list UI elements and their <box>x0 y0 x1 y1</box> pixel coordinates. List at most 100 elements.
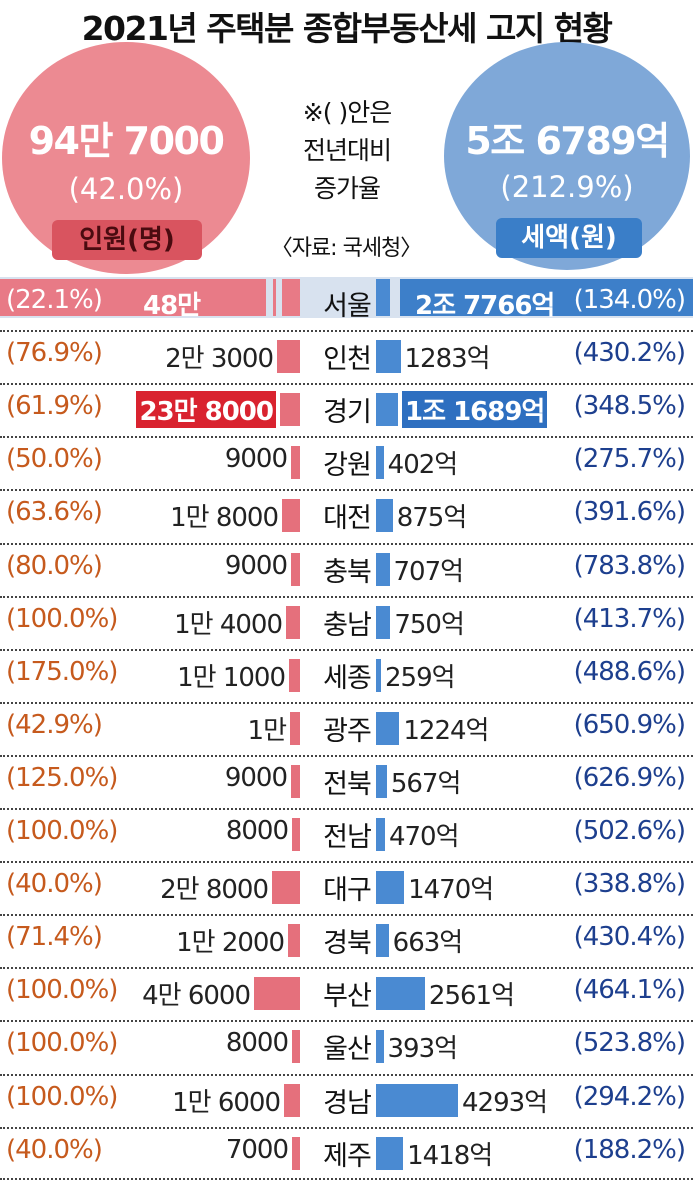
row-divider <box>0 914 693 917</box>
tax-bar <box>376 1030 384 1064</box>
persons-bar <box>291 446 300 480</box>
row-divider <box>0 542 693 545</box>
row-divider <box>0 808 693 810</box>
row-divider <box>0 436 693 439</box>
tax-rate-label: (413.7%) <box>573 603 686 634</box>
persons-value-label: 2만 3000 <box>165 344 274 375</box>
table-row: (40.0%) 대구 (338.8%) 2만 8000 1470억 <box>0 861 693 914</box>
persons-bar <box>291 764 300 798</box>
region-label: 경남 <box>323 1087 372 1119</box>
tax-rate-label: (523.8%) <box>573 1028 686 1059</box>
table-row: (100.0%) 충남 (413.7%) 1만 4000 750억 <box>0 596 693 649</box>
persons-bar <box>288 924 300 958</box>
persons-rate-label: (42.9%) <box>6 709 103 740</box>
region-label: 경기 <box>323 397 372 429</box>
row-divider <box>0 1126 693 1129</box>
table-row: (22.1%) 서울 (134.0%) 48만 2조 7766억 <box>0 277 693 330</box>
tax-value-label: 393억 <box>387 1034 459 1065</box>
tax-bar <box>376 340 401 374</box>
tax-rate-label: (650.9%) <box>573 709 686 740</box>
tax-value-label: 1조 1689억 <box>402 391 548 429</box>
tax-value-label: 875억 <box>396 503 468 534</box>
tax-bar <box>376 711 400 745</box>
tax-value-label: 2조 7766억 <box>415 291 555 321</box>
seoul-tax-bar <box>400 279 693 316</box>
row-divider <box>0 1177 693 1180</box>
table-row: (100.0%) 울산 (523.8%) 8000 393억 <box>0 1020 693 1073</box>
persons-total-rate: (42.0%) <box>68 172 184 206</box>
source-note: 〈자료: 국세청〉 <box>270 236 423 261</box>
region-label: 부산 <box>323 981 372 1013</box>
tax-bar <box>376 977 425 1011</box>
tax-value-label: 4293억 <box>462 1087 548 1118</box>
persons-value-label: 9000 <box>224 444 288 475</box>
region-label: 경북 <box>323 928 372 960</box>
persons-rate-label: (100.0%) <box>6 1028 118 1059</box>
region-label: 충북 <box>323 556 372 588</box>
persons-rate-label: (100.0%) <box>6 603 118 634</box>
row-divider <box>0 861 693 864</box>
persons-bar <box>292 1030 300 1064</box>
tax-bar <box>376 1083 458 1117</box>
persons-value-label: 7000 <box>225 1134 289 1165</box>
persons-total: 94만 7000 <box>28 119 225 163</box>
persons-value-label: 48만 <box>143 291 201 321</box>
tax-value-label: 707억 <box>393 556 465 587</box>
table-row: (42.9%) 광주 (650.9%) 1만 1224억 <box>0 702 693 755</box>
tax-rate-label: (134.0%) <box>573 285 686 315</box>
row-divider <box>0 1020 693 1023</box>
table-row: (100.0%) 부산 (464.1%) 4만 6000 2561억 <box>0 967 693 1020</box>
persons-bar <box>282 499 300 533</box>
persons-rate-label: (40.0%) <box>6 1134 103 1165</box>
persons-value-label: 23만 8000 <box>136 391 276 429</box>
tax-total: 5조 6789억 <box>465 119 670 163</box>
row-divider <box>0 967 693 970</box>
tax-rate-label: (430.4%) <box>573 922 686 953</box>
persons-value-label: 1만 4000 <box>174 609 283 640</box>
persons-bar <box>292 818 300 851</box>
persons-value-label: 1만 6000 <box>172 1087 281 1118</box>
persons-value-label: 8000 <box>225 816 289 846</box>
tax-rate-label: (275.7%) <box>573 444 686 475</box>
persons-rate-label: (76.9%) <box>6 338 103 369</box>
region-label: 서울 <box>323 291 372 322</box>
tax-bar <box>376 1136 404 1170</box>
tax-value-label: 259억 <box>385 662 456 693</box>
tax-rate-label: (464.1%) <box>573 975 686 1006</box>
row-divider <box>0 1073 693 1076</box>
seoul-tax-bar-start <box>376 279 390 316</box>
tax-value-label: 750억 <box>394 609 465 640</box>
persons-rate-label: (63.6%) <box>6 497 103 528</box>
tax-bar <box>376 658 381 692</box>
seoul-persons-bar-break <box>273 279 276 316</box>
persons-rate-label: (40.0%) <box>6 869 103 900</box>
chart-title: 2021년 주택분 종합부동산세 고지 현황 <box>81 9 613 48</box>
persons-bar <box>291 552 300 586</box>
tax-total-rate: (212.9%) <box>500 170 634 204</box>
tax-bar <box>376 818 385 851</box>
persons-bar <box>284 1083 300 1117</box>
persons-rate-label: (175.0%) <box>6 656 118 687</box>
table-row: (63.6%) 대전 (391.6%) 1만 8000 875억 <box>0 489 693 542</box>
tax-bar <box>376 446 384 480</box>
persons-value-label: 8000 <box>225 1028 289 1059</box>
persons-bar <box>254 977 300 1011</box>
tax-rate-label: (488.6%) <box>573 656 686 687</box>
tax-value-label: 2561억 <box>428 981 515 1012</box>
persons-value-label: 9000 <box>224 550 288 581</box>
tax-rate-label: (391.6%) <box>573 497 686 528</box>
persons-value-label: 2만 8000 <box>160 875 269 906</box>
table-row: (80.0%) 충북 (783.8%) 9000 707억 <box>0 543 693 596</box>
tax-rate-label: (626.9%) <box>573 762 686 793</box>
region-label: 제주 <box>323 1140 372 1172</box>
tax-value-label: 402억 <box>387 450 459 481</box>
persons-rate-label: (50.0%) <box>6 444 103 475</box>
persons-bar <box>290 711 300 745</box>
tax-rate-label: (502.6%) <box>573 816 686 846</box>
tax-bar <box>376 924 389 958</box>
table-row: (71.4%) 경북 (430.4%) 1만 2000 663억 <box>0 914 693 967</box>
region-label: 충남 <box>323 609 372 641</box>
tax-value-label: 1224억 <box>403 715 489 746</box>
persons-bar <box>272 871 300 905</box>
persons-unit-tag: 인원(명) <box>52 220 202 260</box>
